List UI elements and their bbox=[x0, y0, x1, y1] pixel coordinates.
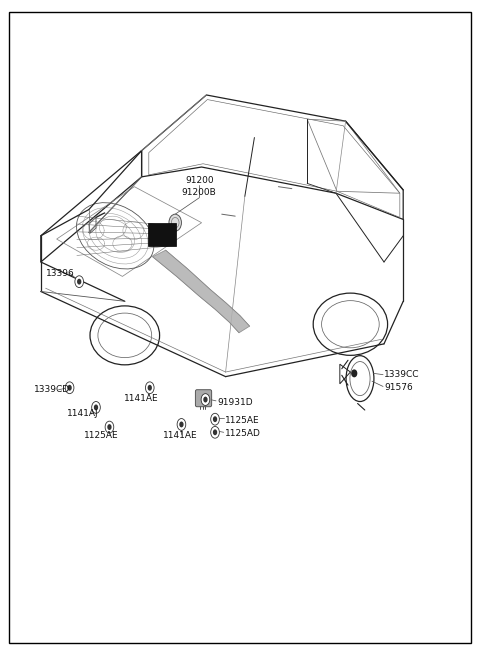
Circle shape bbox=[67, 385, 72, 390]
Circle shape bbox=[169, 214, 181, 231]
Circle shape bbox=[92, 402, 100, 413]
Text: 1141AJ: 1141AJ bbox=[67, 409, 99, 419]
Circle shape bbox=[145, 382, 154, 394]
Circle shape bbox=[213, 430, 217, 435]
Circle shape bbox=[148, 385, 152, 390]
Text: 91200B: 91200B bbox=[182, 187, 216, 196]
Text: 91576: 91576 bbox=[384, 383, 413, 392]
Text: 91931D: 91931D bbox=[217, 398, 252, 407]
Circle shape bbox=[77, 279, 81, 285]
Text: 1141AE: 1141AE bbox=[124, 394, 159, 403]
Text: 13396: 13396 bbox=[46, 269, 74, 278]
Circle shape bbox=[211, 413, 219, 425]
Circle shape bbox=[177, 419, 186, 430]
Circle shape bbox=[108, 424, 111, 430]
Polygon shape bbox=[153, 250, 250, 333]
Circle shape bbox=[65, 382, 74, 394]
Circle shape bbox=[204, 396, 208, 402]
Circle shape bbox=[180, 422, 184, 428]
Text: 1141AE: 1141AE bbox=[163, 431, 198, 440]
Text: 1125AD: 1125AD bbox=[225, 429, 261, 438]
Circle shape bbox=[75, 276, 84, 288]
Text: 91200: 91200 bbox=[185, 176, 214, 185]
FancyBboxPatch shape bbox=[195, 390, 212, 407]
Text: 1339CD: 1339CD bbox=[34, 385, 70, 394]
Circle shape bbox=[211, 426, 219, 438]
Text: 1339CC: 1339CC bbox=[384, 370, 420, 379]
Text: 1125AE: 1125AE bbox=[84, 431, 119, 440]
Circle shape bbox=[213, 417, 217, 422]
Circle shape bbox=[94, 404, 98, 410]
Text: 1125AE: 1125AE bbox=[225, 416, 259, 425]
Circle shape bbox=[201, 394, 210, 405]
Circle shape bbox=[105, 421, 114, 433]
Circle shape bbox=[352, 370, 357, 377]
Bar bbox=[148, 223, 176, 246]
